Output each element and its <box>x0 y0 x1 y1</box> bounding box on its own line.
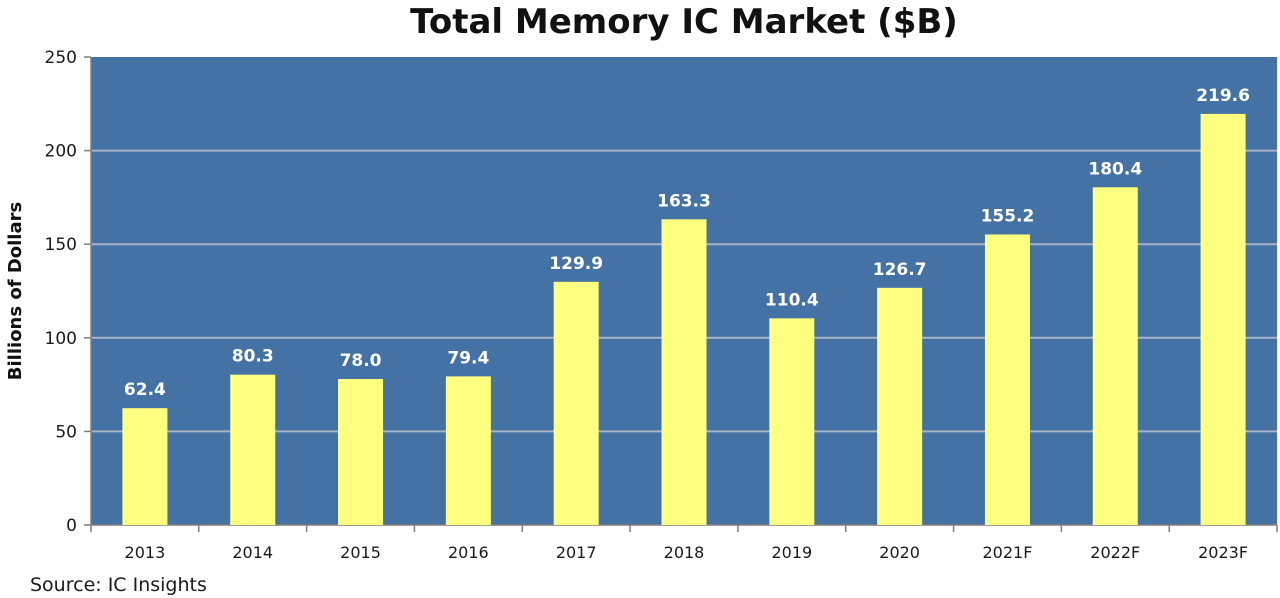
data-labels: 62.4 80.3 78.0 79.4 129.9 163.3 110.4 126.7 155.… <box>124 86 1250 400</box>
source-note: Source: IC Insights <box>30 574 207 596</box>
x-tick-label: 2016 <box>448 543 489 562</box>
data-label: 80.3 <box>232 347 274 367</box>
bar-2018 <box>661 219 707 525</box>
bar-2017 <box>553 281 599 525</box>
y-tick-label: 250 <box>45 48 77 68</box>
bar-2019 <box>769 318 815 525</box>
bar-2021F <box>984 234 1030 525</box>
data-label: 219.6 <box>1196 86 1250 106</box>
bar-2020 <box>877 287 923 525</box>
x-tick-label: 2014 <box>232 543 273 562</box>
data-label: 129.9 <box>549 254 603 274</box>
bar-2016 <box>445 376 491 525</box>
y-axis-label: Billions of Dollars <box>5 202 26 380</box>
chart-title: Total Memory IC Market ($B) <box>410 2 958 42</box>
x-tick-label: 2013 <box>125 543 166 562</box>
bar-2015 <box>338 378 384 525</box>
x-tick-label: 2017 <box>556 543 597 562</box>
bar-2023F <box>1200 113 1246 525</box>
x-tick-label: 2022F <box>1090 543 1140 562</box>
data-label: 78.0 <box>340 351 382 371</box>
x-tick-label: 2019 <box>771 543 812 562</box>
x-tick-label: 2020 <box>879 543 920 562</box>
y-tick-labels: 0 50 100 150 200 250 <box>45 48 77 536</box>
x-tick-labels: 2013 2014 2015 2016 2017 2018 2019 2020 2021F 202… <box>125 543 1249 562</box>
bar-2022F <box>1092 187 1138 525</box>
y-tick-label: 100 <box>45 329 77 349</box>
bars <box>122 113 1246 525</box>
data-label: 126.7 <box>873 260 927 280</box>
x-tick-label: 2018 <box>664 543 705 562</box>
bar-2014 <box>230 374 276 525</box>
data-label: 110.4 <box>765 290 819 310</box>
y-tick-label: 150 <box>45 235 77 255</box>
data-label: 155.2 <box>981 206 1035 226</box>
data-label: 163.3 <box>657 191 711 211</box>
y-tick-label: 200 <box>45 142 77 162</box>
data-label: 79.4 <box>447 348 489 368</box>
data-label: 180.4 <box>1088 159 1142 179</box>
data-label: 62.4 <box>124 380 166 400</box>
y-tick-label: 50 <box>55 422 77 442</box>
x-tick-label: 2015 <box>340 543 381 562</box>
bar-2013 <box>122 408 168 525</box>
x-tick-label: 2021F <box>982 543 1032 562</box>
x-tick-label: 2023F <box>1198 543 1248 562</box>
y-tick-label: 0 <box>66 516 77 536</box>
